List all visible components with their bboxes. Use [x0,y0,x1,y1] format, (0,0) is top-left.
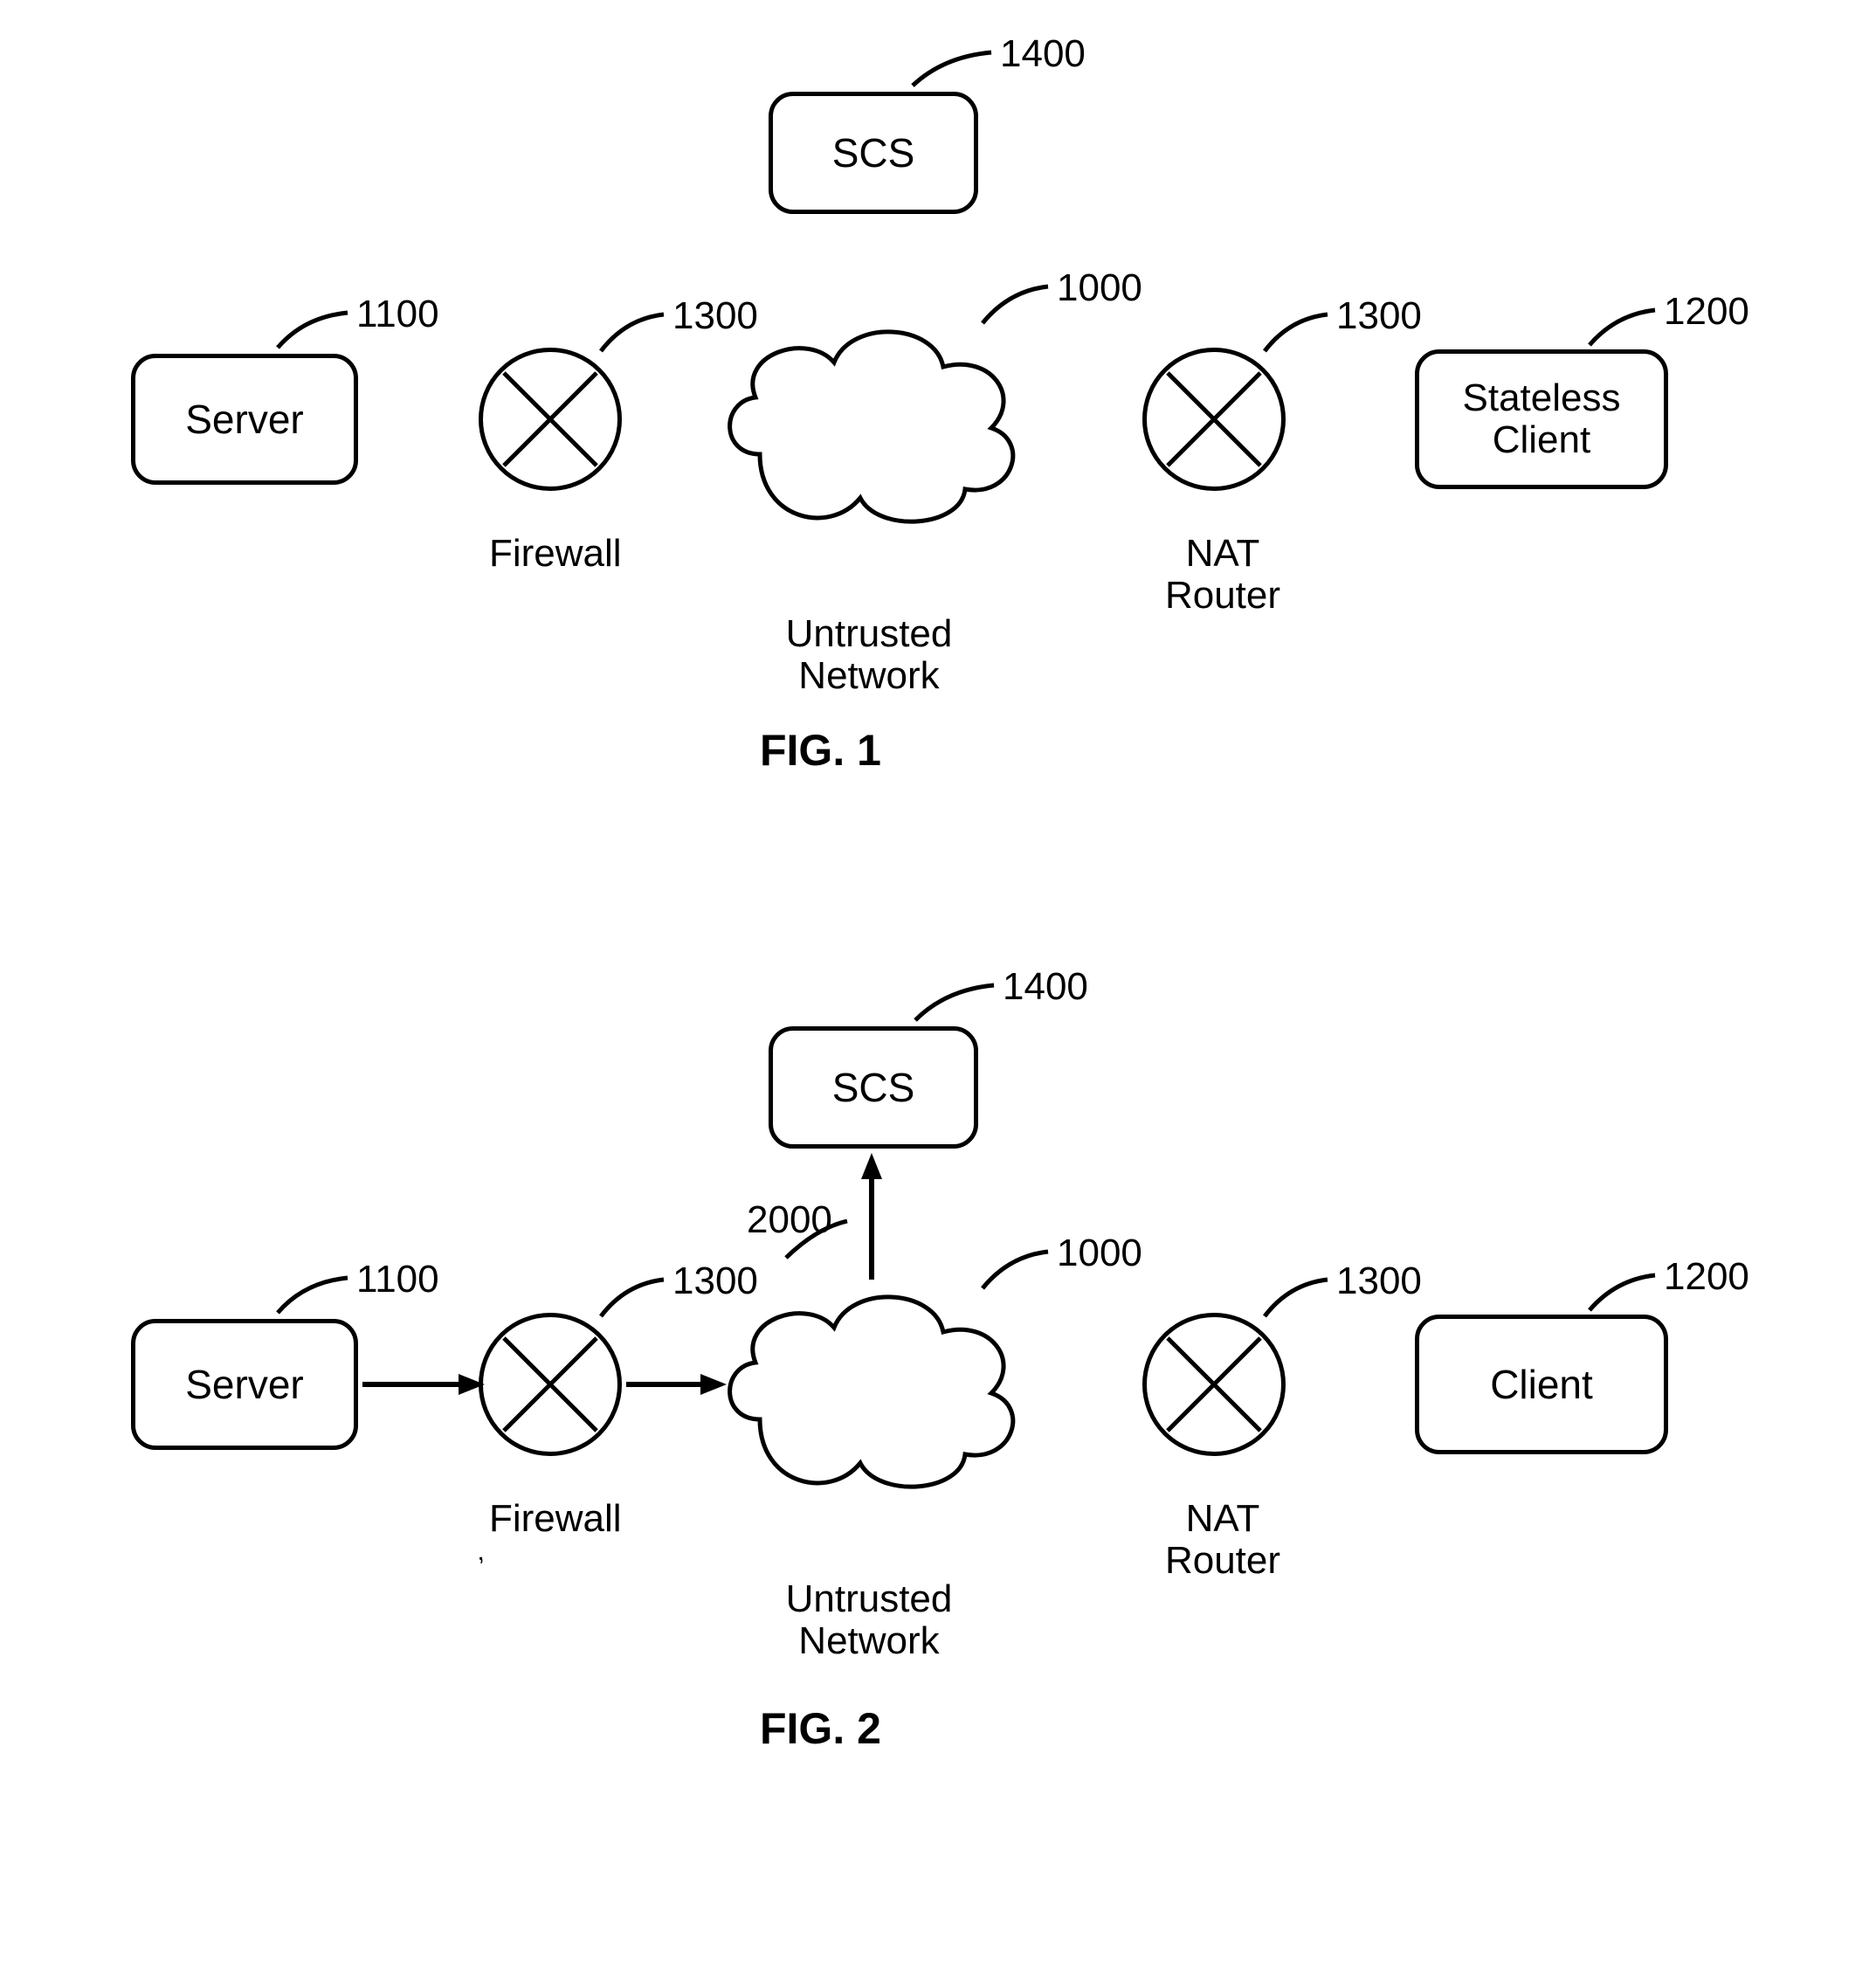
fig1-nat-leader [1265,314,1336,354]
fig2-client-box: Client [1415,1315,1668,1454]
fig1-nat-circle [1142,348,1286,491]
page: SCS 1400 Server 1100 Firewall 1300 Untru… [0,0,1876,1967]
fig2-server-label: Server [185,1363,303,1407]
fig1-nat-label: NAT Router [1153,533,1293,618]
fig2-nat-circle [1142,1313,1286,1456]
fig2-scs-leader [915,985,1003,1025]
fig1-firewall-label: Firewall [489,533,622,575]
fig1-scs-box: SCS [769,92,978,214]
fig2-nat-ref: 1300 [1336,1260,1422,1302]
fig2-nat-label: NAT Router [1153,1498,1293,1583]
fig2-network-leader [983,1252,1057,1291]
fig2-tick-mark: , [473,1537,486,1567]
fig1-network-label: Untrusted Network [786,613,953,698]
fig1-scs-label: SCS [832,131,915,176]
fig2-arrow-server-firewall [362,1371,485,1398]
fig2-2000-ref: 2000 [747,1199,832,1241]
fig1-caption: FIG. 1 [760,725,881,776]
fig1-scs-leader [913,52,1000,92]
fig1-client-box: Stateless Client [1415,349,1668,489]
fig2-firewall-label: Firewall [489,1498,622,1540]
fig1-scs-ref: 1400 [1000,33,1086,75]
fig2-firewall-leader [601,1280,672,1319]
fig2-client-ref: 1200 [1664,1256,1749,1298]
fig1-client-ref: 1200 [1664,291,1749,333]
fig1-firewall-circle [479,348,622,491]
fig1-server-leader [278,313,356,352]
fig1-server-box: Server [131,354,358,485]
fig1-server-ref: 1100 [356,293,439,335]
fig1-network-cloud: Untrusted Network [707,301,1031,537]
fig2-caption: FIG. 2 [760,1703,881,1754]
fig2-firewall-circle [479,1313,622,1456]
fig1-server-label: Server [185,397,303,442]
fig2-scs-ref: 1400 [1003,966,1088,1008]
fig2-arrow-network-scs [859,1153,885,1280]
fig2-scs-label: SCS [832,1066,915,1110]
fig1-network-ref: 1000 [1057,267,1142,309]
fig2-client-label: Client [1490,1363,1593,1407]
fig2-network-cloud: Untrusted Network [707,1266,1031,1502]
fig1-firewall-leader [601,314,672,354]
fig2-client-leader [1590,1275,1664,1315]
fig2-server-ref: 1100 [356,1259,439,1301]
fig2-nat-leader [1265,1280,1336,1319]
fig2-server-box: Server [131,1319,358,1450]
fig1-nat-ref: 1300 [1336,295,1422,337]
fig1-network-leader [983,286,1057,326]
fig2-server-leader [278,1278,356,1317]
fig2-arrow-firewall-network [626,1371,727,1398]
fig1-client-label: Stateless Client [1463,377,1621,462]
fig2-network-label: Untrusted Network [786,1578,953,1663]
fig2-scs-box: SCS [769,1026,978,1149]
fig1-client-leader [1590,310,1664,349]
fig2-network-ref: 1000 [1057,1232,1142,1274]
